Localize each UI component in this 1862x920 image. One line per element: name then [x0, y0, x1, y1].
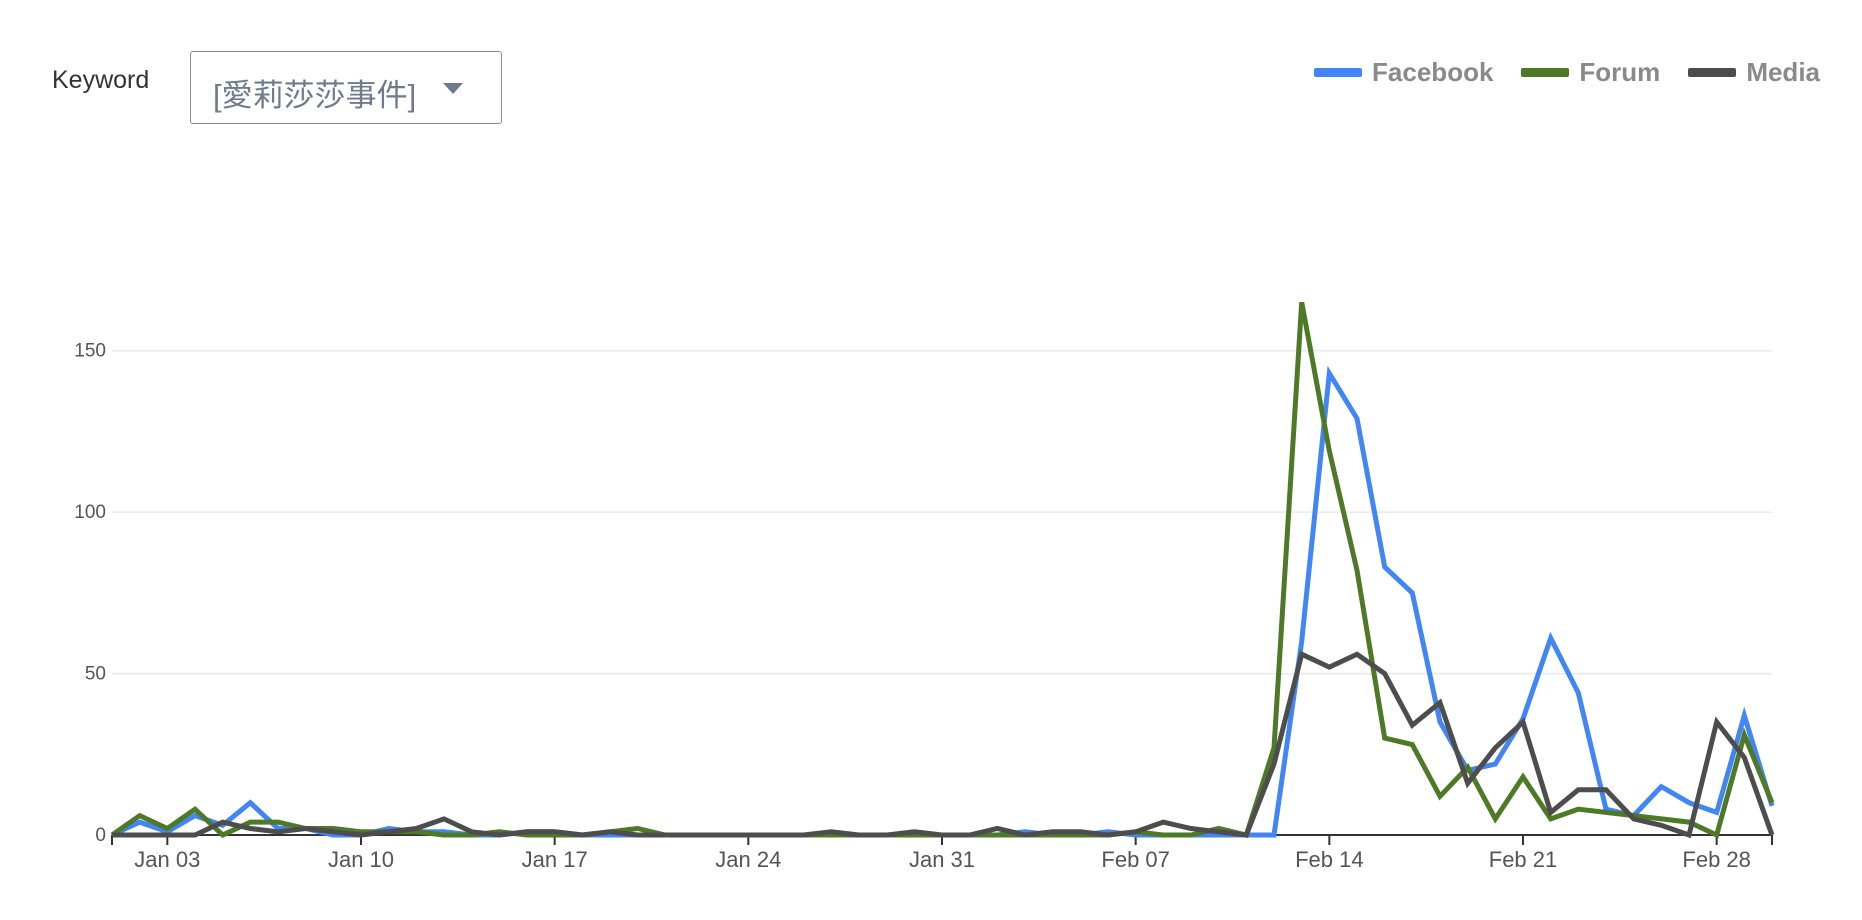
legend-swatch-facebook [1314, 68, 1363, 77]
legend-swatch-media [1688, 68, 1737, 77]
x-tick-label: Feb 21 [1489, 847, 1558, 872]
x-tick-label: Jan 10 [328, 847, 394, 872]
x-tick-label: Feb 14 [1295, 847, 1364, 872]
y-tick-label: 50 [85, 664, 106, 685]
keyword-label: Keyword [52, 66, 150, 94]
keyword-dropdown-value: [愛莉莎莎事件] [213, 78, 417, 113]
x-tick-label: Feb 28 [1682, 847, 1751, 872]
legend-label-forum: Forum [1579, 57, 1661, 87]
legend-item-facebook[interactable]: Facebook [1314, 57, 1493, 88]
legend-label-media: Media [1746, 57, 1820, 87]
y-tick-label: 0 [95, 825, 106, 846]
x-tick-label: Jan 17 [522, 847, 588, 872]
x-tick-label: Jan 24 [715, 847, 781, 872]
series-line-forum [110, 301, 1775, 839]
x-tick-label: Jan 31 [909, 847, 975, 872]
x-tick-label: Feb 07 [1101, 847, 1170, 872]
legend-item-forum[interactable]: Forum [1521, 57, 1660, 88]
y-tick-label: 100 [74, 502, 106, 523]
legend-label-facebook: Facebook [1372, 57, 1494, 87]
legend-item-media[interactable]: Media [1688, 57, 1820, 88]
series-line-facebook [110, 365, 1775, 838]
legend-swatch-forum [1521, 68, 1570, 77]
keyword-dropdown[interactable]: [愛莉莎莎事件] [190, 51, 502, 124]
caret-down-icon[interactable] [443, 83, 463, 94]
chart-legend: Facebook Forum Media [1314, 57, 1820, 88]
x-tick-label: Jan 03 [134, 847, 200, 872]
y-tick-label: 150 [74, 341, 106, 362]
series-line-media [112, 650, 1775, 839]
